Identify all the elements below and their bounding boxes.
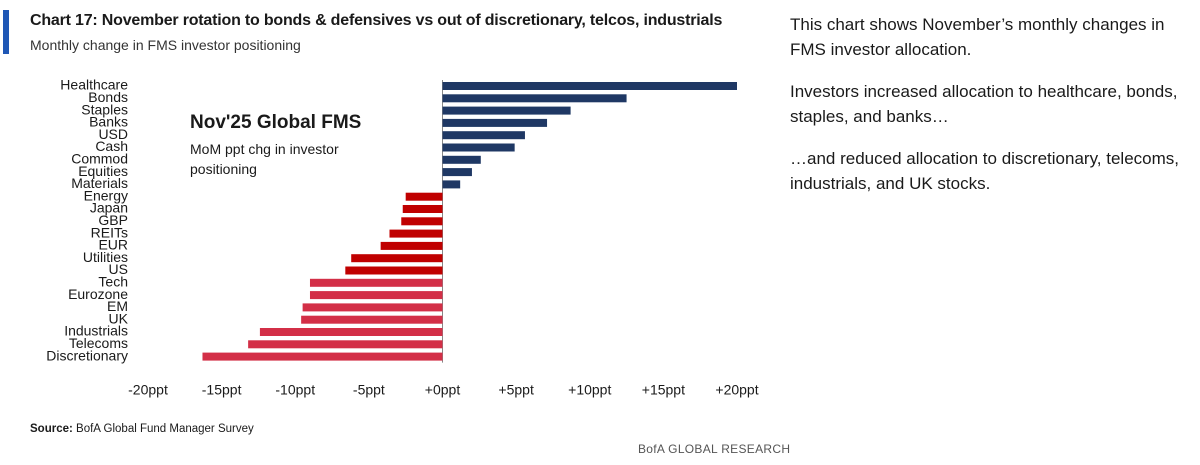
- y-tick-label: Utilities: [83, 249, 128, 265]
- inset-title: Nov'25 Global FMS: [190, 112, 362, 133]
- bar: [442, 131, 525, 140]
- x-tick-label: -20ppt: [128, 382, 168, 398]
- x-tick-label: -15ppt: [202, 382, 242, 398]
- y-tick-label: Japan: [90, 200, 128, 216]
- bar: [401, 217, 443, 226]
- x-tick-label: +15ppt: [642, 382, 685, 398]
- inset-subtitle: MoM ppt chg in investor positioning: [190, 141, 339, 177]
- bar: [389, 229, 443, 238]
- bar: [442, 118, 548, 127]
- bar: [302, 303, 443, 312]
- x-tick-label: -10ppt: [275, 382, 315, 398]
- y-tick-label: EUR: [98, 237, 128, 253]
- note: Investors increased allocation to health…: [790, 82, 1178, 126]
- bar: [351, 254, 443, 263]
- y-tick-label: Cash: [95, 138, 128, 154]
- y-tick-label: Discretionary: [46, 347, 128, 363]
- y-tick-label: Equities: [78, 163, 128, 179]
- x-tick-label: -5ppt: [353, 382, 385, 398]
- x-tick-label: +20ppt: [715, 382, 758, 398]
- chart: -20ppt -15ppt -10ppt -5ppt +0ppt +5ppt +10ppt +…: [46, 77, 758, 398]
- bar: [405, 192, 443, 201]
- bar: [309, 291, 443, 300]
- y-tick-label: Tech: [98, 274, 128, 290]
- x-tick-label: +10ppt: [568, 382, 611, 398]
- bar: [442, 106, 571, 115]
- bar: [309, 278, 443, 287]
- bar: [380, 241, 443, 250]
- bar: [301, 315, 443, 324]
- bar: [402, 205, 443, 213]
- note: …and reduced allocation to discretionary…: [790, 149, 1179, 193]
- bar: [442, 143, 515, 152]
- y-tick-label: Energy: [84, 187, 128, 203]
- bar: [442, 82, 737, 90]
- y-tick-label: UK: [109, 310, 129, 326]
- bar: [345, 266, 443, 275]
- y-tick-label: Eurozone: [68, 286, 128, 302]
- notes: This chart shows November’s monthly chan…: [790, 12, 1190, 213]
- bar: [442, 155, 481, 164]
- y-tick-label: Commod: [71, 151, 128, 167]
- bar: [442, 168, 472, 177]
- y-tick-label: Materials: [71, 175, 128, 191]
- bar: [259, 328, 443, 336]
- y-tick-label: Staples: [81, 101, 128, 117]
- y-tick-label: EM: [107, 298, 128, 314]
- chart-title: Chart 17: November rotation to bonds & d…: [30, 12, 723, 29]
- bar: [442, 94, 627, 103]
- chart-subtitle: Monthly change in FMS investor positioni…: [30, 37, 301, 53]
- y-tick-label: Bonds: [88, 89, 128, 105]
- source-label: Source:: [30, 423, 73, 435]
- bar: [442, 180, 461, 189]
- y-tick-label: Banks: [89, 114, 128, 130]
- y-tick-label: USD: [98, 126, 128, 142]
- source-text: BofA Global Fund Manager Survey: [76, 423, 254, 435]
- bar: [202, 352, 443, 361]
- footer: BofA GLOBAL RESEARCH: [638, 442, 791, 456]
- x-tick-label: +0ppt: [425, 382, 461, 398]
- note: This chart shows November’s monthly chan…: [790, 15, 1165, 59]
- y-tick-label: Telecoms: [69, 335, 128, 351]
- y-tick-label: Healthcare: [60, 77, 128, 93]
- y-tick-label: US: [109, 261, 128, 277]
- title-accent: [3, 10, 9, 54]
- y-tick-label: REITs: [91, 224, 128, 240]
- y-tick-label: GBP: [98, 212, 128, 228]
- x-tick-label: +5ppt: [498, 382, 534, 398]
- source: Source: BofA Global Fund Manager Survey: [30, 423, 254, 435]
- y-tick-label: Industrials: [64, 323, 128, 339]
- bar: [248, 340, 443, 349]
